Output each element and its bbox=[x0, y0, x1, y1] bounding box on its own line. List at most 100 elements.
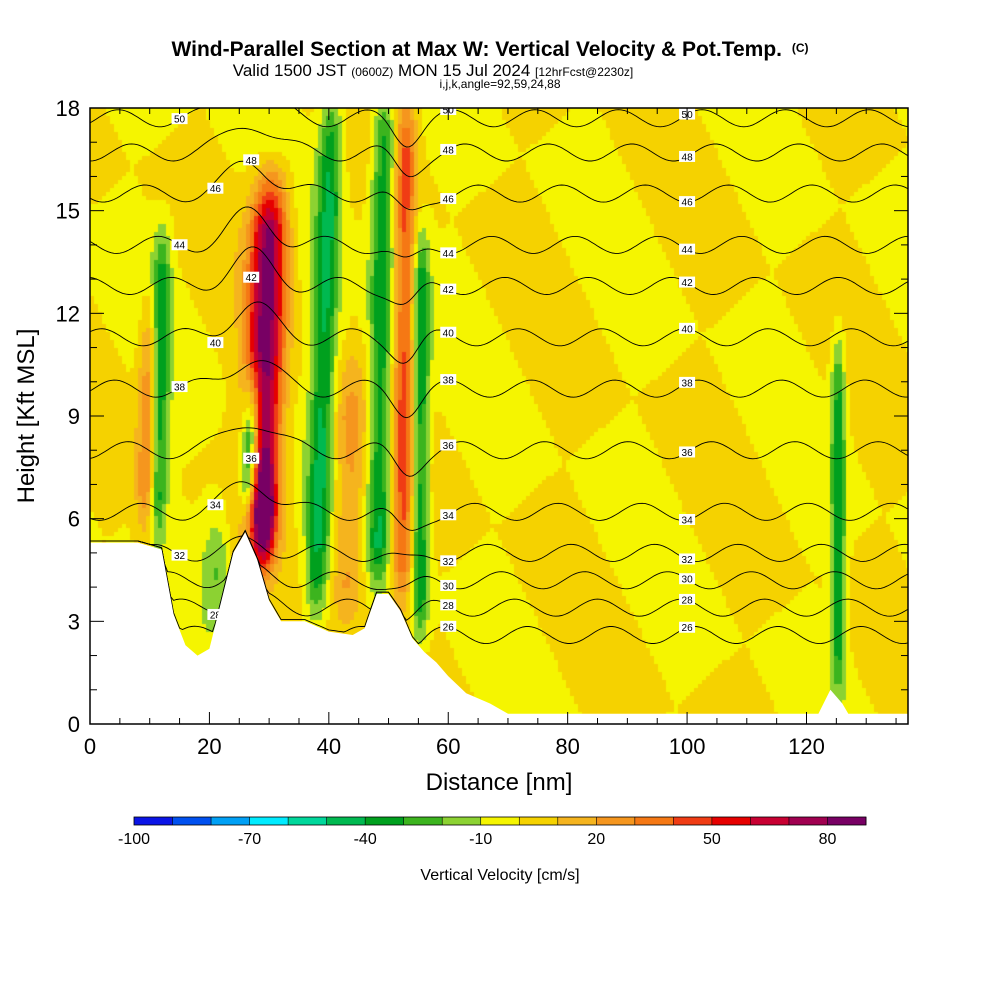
x-tick-label: 20 bbox=[197, 734, 221, 759]
theta-contour-label: 48 bbox=[682, 152, 694, 163]
chart-title: Wind-Parallel Section at Max W: Vertical… bbox=[171, 38, 808, 61]
colorbar-tick-label: 50 bbox=[703, 831, 721, 848]
theta-contour-label-bg bbox=[679, 196, 696, 208]
theta-contour-label-bg bbox=[171, 113, 188, 125]
theta-contour-label: 36 bbox=[443, 441, 455, 452]
theta-contour-label: 46 bbox=[210, 184, 222, 195]
theta-contour-line bbox=[90, 246, 908, 305]
theta-contours: 26 26 28 28 28 30 30 32 32 32 34 34 34 36 36 36 38 38 38 40… bbox=[90, 108, 908, 645]
theta-contour-label-bg bbox=[440, 620, 457, 632]
theta-contour-label: 28 bbox=[682, 595, 694, 606]
theta-contour-label: 46 bbox=[682, 198, 694, 209]
theta-contour-line bbox=[90, 481, 908, 531]
theta-contour-label-bg bbox=[679, 150, 696, 162]
theta-contour-label-bg bbox=[440, 283, 457, 295]
theta-contour-label: 28 bbox=[210, 610, 222, 621]
theta-contour-line bbox=[90, 160, 908, 211]
plot-area: 26 26 28 28 28 30 30 32 32 32 34 34 34 36 36 36 38 38 38 40… bbox=[90, 108, 908, 724]
y-axis-label: Height [Kft MSL] bbox=[13, 329, 40, 504]
y-tick-label: 3 bbox=[68, 609, 80, 634]
theta-contour-label: 30 bbox=[682, 575, 694, 586]
colorbar-swatch bbox=[673, 817, 713, 825]
theta-contour-line bbox=[90, 360, 908, 419]
y-tick-label: 9 bbox=[68, 404, 80, 429]
theta-contour-label-bg bbox=[440, 509, 457, 521]
colorbar-swatch bbox=[288, 817, 328, 825]
theta-contour-label-bg bbox=[440, 579, 457, 591]
x-tick-label: 60 bbox=[436, 734, 460, 759]
x-tick-label: 120 bbox=[788, 734, 825, 759]
theta-contour-label: 48 bbox=[443, 145, 455, 156]
colorbar-label: Vertical Velocity [cm/s] bbox=[420, 867, 579, 884]
y-tick-label: 12 bbox=[56, 301, 80, 326]
theta-contour-label: 40 bbox=[443, 328, 455, 339]
theta-contour-label: 42 bbox=[682, 278, 694, 289]
theta-contour-label: 32 bbox=[682, 555, 694, 566]
theta-contour-label: 26 bbox=[682, 623, 694, 634]
theta-contour-label: 50 bbox=[174, 115, 186, 126]
theta-contour-label-bg bbox=[171, 381, 188, 393]
y-tick-label: 0 bbox=[68, 712, 80, 737]
theta-contour-label: 34 bbox=[210, 501, 222, 512]
theta-contour-label: 32 bbox=[443, 557, 455, 568]
colorbar-swatch bbox=[211, 817, 251, 825]
colorbar-tick-label: -40 bbox=[354, 831, 377, 848]
theta-contour-label: 28 bbox=[443, 601, 455, 612]
colorbar-tick-label: 80 bbox=[819, 831, 837, 848]
theta-contour-label: 36 bbox=[682, 448, 694, 459]
theta-contour-label-bg bbox=[679, 276, 696, 288]
colorbar-swatch bbox=[557, 817, 597, 825]
y-tick-label: 15 bbox=[56, 199, 80, 224]
theta-contour-label: 38 bbox=[682, 378, 694, 389]
colorbar-swatch bbox=[365, 817, 405, 825]
theta-contour-label: 32 bbox=[174, 551, 186, 562]
x-tick-label: 40 bbox=[317, 734, 341, 759]
colorbar-swatch bbox=[519, 817, 559, 825]
theta-contour-label: 38 bbox=[443, 376, 455, 387]
theta-contour-label-bg bbox=[243, 154, 260, 166]
colorbar-tick-label: -10 bbox=[469, 831, 492, 848]
theta-contour-label-bg bbox=[679, 621, 696, 633]
theta-contour-label-bg bbox=[679, 322, 696, 334]
colorbar-swatch bbox=[172, 817, 212, 825]
colorbar-swatch bbox=[711, 817, 751, 825]
colorbar-tick-label: -100 bbox=[118, 831, 150, 848]
theta-contour-label-bg bbox=[243, 271, 260, 283]
theta-contour-label: 44 bbox=[443, 249, 455, 260]
theta-contour-label-bg bbox=[440, 143, 457, 155]
colorbar-tick-label: -70 bbox=[238, 831, 261, 848]
theta-contour-label-bg bbox=[679, 573, 696, 585]
theta-contour-label-bg bbox=[679, 446, 696, 458]
theta-contour-label-bg bbox=[171, 239, 188, 251]
theta-contour-label: 34 bbox=[682, 515, 694, 526]
theta-contour-label-bg bbox=[207, 337, 224, 349]
theta-contour-label-bg bbox=[679, 513, 696, 525]
theta-contour-label-bg bbox=[440, 555, 457, 567]
colorbar-swatch bbox=[403, 817, 443, 825]
theta-contour-label-bg bbox=[207, 608, 224, 620]
theta-contour-label: 44 bbox=[682, 245, 694, 256]
colorbar-tick-label: 20 bbox=[587, 831, 605, 848]
colorbar-swatch bbox=[788, 817, 828, 825]
chart-subtitle: Valid 1500 JST (0600Z) MON 15 Jul 2024 [… bbox=[233, 61, 634, 80]
title-mark: (C) bbox=[792, 41, 809, 55]
colorbar-swatch bbox=[750, 817, 790, 825]
theta-contour-label-bg bbox=[440, 599, 457, 611]
colorbar-swatch bbox=[442, 817, 482, 825]
theta-contour-label-bg bbox=[207, 499, 224, 511]
colorbar-frame bbox=[133, 816, 867, 826]
theta-contour-label-bg bbox=[171, 549, 188, 561]
theta-contour-label-bg bbox=[440, 326, 457, 338]
theta-contour-label: 34 bbox=[443, 511, 455, 522]
theta-contour-label: 30 bbox=[443, 581, 455, 592]
theta-contour-label: 40 bbox=[210, 339, 222, 350]
theta-contour-line bbox=[90, 301, 908, 364]
theta-contour-line bbox=[90, 427, 908, 477]
x-tick-label: 100 bbox=[669, 734, 706, 759]
theta-contour-label-bg bbox=[207, 182, 224, 194]
x-tick-label: 0 bbox=[84, 734, 96, 759]
colorbar-swatch bbox=[134, 817, 174, 825]
theta-contour-label: 26 bbox=[443, 622, 455, 633]
theta-contour-label: 44 bbox=[174, 241, 186, 252]
theta-contour-label: 38 bbox=[174, 383, 186, 394]
